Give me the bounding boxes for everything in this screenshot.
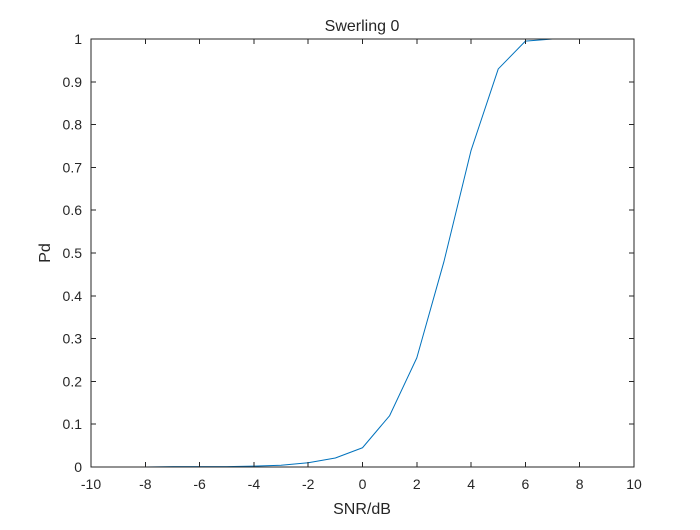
plot-layer [91,38,634,468]
y-tick-label: 0.5 [63,245,83,261]
y-tick-label: 0.8 [63,117,83,133]
y-tick-label: 0.2 [63,373,83,389]
y-tick-label: 0.9 [63,74,83,90]
x-tick-label: -4 [248,476,261,492]
x-tick-label: 10 [626,476,642,492]
x-axis-title: SNR/dB [333,501,391,518]
y-tick-label: 0.7 [63,159,83,175]
x-tick-label: -8 [139,476,152,492]
x-tick-label: 0 [359,476,367,492]
y-tick-label: 0.1 [63,416,83,432]
x-tick-label: 6 [522,476,530,492]
axes-layer: -10 -8 -6 -4 -2 0 2 4 6 8 10 0 0.1 0.2 0.3 0.4 0.5 0.6 0.7… [63,31,642,492]
y-tick-label: 0.6 [63,202,83,218]
y-tick-label: 0.4 [63,288,83,304]
chart-title: Swerling 0 [325,18,400,35]
y-tick-label: 0.3 [63,331,83,347]
y-axis-title: Pd [37,243,54,263]
x-tick-label: 4 [467,476,475,492]
x-tick-label: -2 [302,476,315,492]
x-tick-label: -6 [193,476,206,492]
y-tick-label: 1 [74,31,82,47]
x-tick-label: -10 [81,476,101,492]
plot-area [91,39,634,467]
y-tick-label: 0 [74,459,82,475]
x-tick-label: 8 [576,476,584,492]
x-tick-label: 2 [413,476,421,492]
